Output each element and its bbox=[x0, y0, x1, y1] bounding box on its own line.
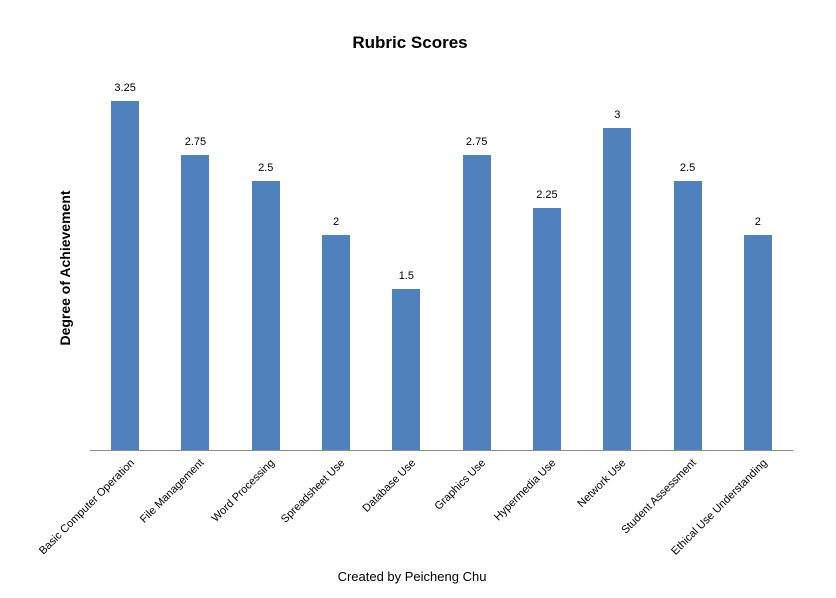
bar bbox=[673, 181, 702, 450]
bar-value-label: 2.5 bbox=[258, 162, 274, 174]
bar-value-label: 2.5 bbox=[679, 162, 696, 174]
bar-value-label: 2 bbox=[754, 216, 761, 228]
x-axis-tick-label: Hypermedia Use bbox=[492, 457, 559, 524]
credit-text: Created by Peicheng Chu bbox=[337, 569, 487, 584]
bar-value-label: 1.5 bbox=[398, 270, 414, 282]
bar bbox=[111, 101, 140, 450]
bar bbox=[532, 208, 561, 450]
x-axis-tick-label: Database Use bbox=[360, 457, 418, 515]
x-axis-tick-label: Graphics Use bbox=[432, 457, 489, 513]
bar bbox=[181, 155, 210, 450]
chart-title: Rubric Scores bbox=[352, 33, 468, 52]
bar bbox=[462, 155, 491, 450]
bar bbox=[251, 181, 280, 450]
bar-value-label: 2.75 bbox=[184, 136, 207, 148]
bar bbox=[322, 235, 351, 450]
x-axis-tick-label: Basic Computer Operation bbox=[36, 457, 137, 558]
bar-value-label: 2.75 bbox=[465, 136, 488, 148]
bar-value-label: 3 bbox=[614, 109, 621, 121]
x-axis-tick-label: File Management bbox=[138, 457, 207, 526]
bar bbox=[743, 235, 772, 450]
bar-value-label: 2.25 bbox=[536, 189, 558, 201]
bar bbox=[603, 128, 632, 450]
bar-value-label: 2 bbox=[332, 216, 340, 228]
x-axis-tick-label: Student Assessment bbox=[619, 457, 700, 537]
bar-value-label: 3.25 bbox=[114, 82, 136, 94]
bar bbox=[392, 289, 421, 450]
x-axis-tick-label: Spreadsheet Use bbox=[278, 457, 348, 526]
y-axis-label: Degree of Achievement bbox=[57, 190, 73, 346]
x-axis-line bbox=[90, 450, 793, 451]
x-axis-tick-label: Network Use bbox=[575, 457, 629, 511]
x-axis-tick-label: Word Processing bbox=[209, 457, 278, 525]
